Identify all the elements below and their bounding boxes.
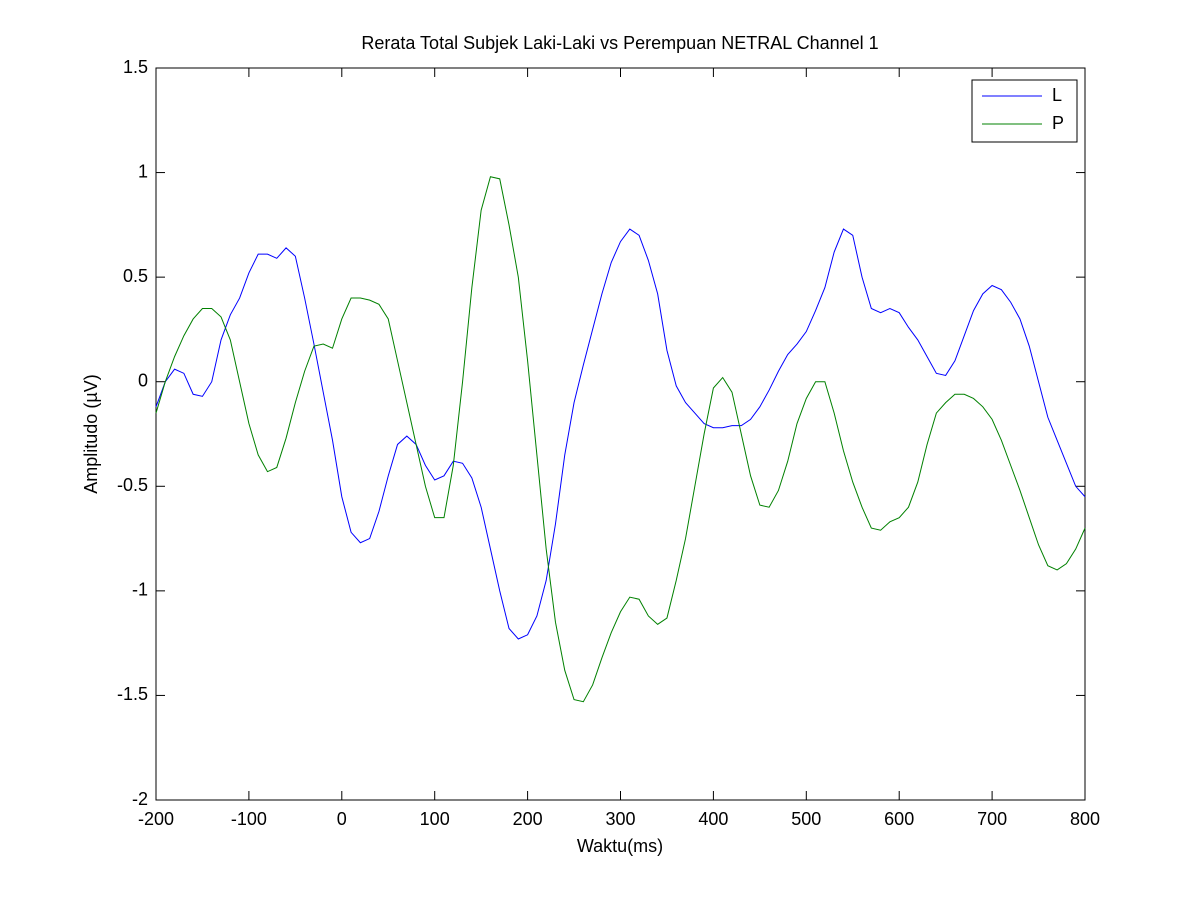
y-tick-label: -1 [132, 580, 148, 600]
x-tick-label: 300 [605, 809, 635, 829]
y-tick-label: 0 [138, 370, 148, 390]
chart-title: Rerata Total Subjek Laki-Laki vs Perempu… [361, 33, 878, 53]
y-tick-label: -2 [132, 789, 148, 809]
legend-label: P [1052, 113, 1064, 133]
y-tick-label: 1 [138, 161, 148, 181]
y-tick-label: 0.5 [123, 266, 148, 286]
x-tick-label: -200 [138, 809, 174, 829]
data-line [155, 176, 1086, 703]
x-tick-label: 500 [791, 809, 821, 829]
data-line [155, 228, 1086, 640]
y-tick-label: -0.5 [117, 475, 148, 495]
x-tick-label: 100 [420, 809, 450, 829]
y-axis-label: Amplitudo (µV) [81, 374, 101, 493]
x-tick-label: 600 [884, 809, 914, 829]
x-axis-label: Waktu(ms) [577, 836, 663, 856]
x-tick-label: 200 [513, 809, 543, 829]
legend-label: L [1052, 85, 1062, 105]
x-tick-label: -100 [231, 809, 267, 829]
x-tick-label: 0 [337, 809, 347, 829]
x-tick-label: 800 [1070, 809, 1100, 829]
y-tick-label: 1.5 [123, 57, 148, 77]
plot-area [155, 67, 1086, 801]
legend-box [971, 79, 1078, 143]
y-tick-label: -1.5 [117, 684, 148, 704]
x-tick-label: 700 [977, 809, 1007, 829]
x-tick-label: 400 [698, 809, 728, 829]
